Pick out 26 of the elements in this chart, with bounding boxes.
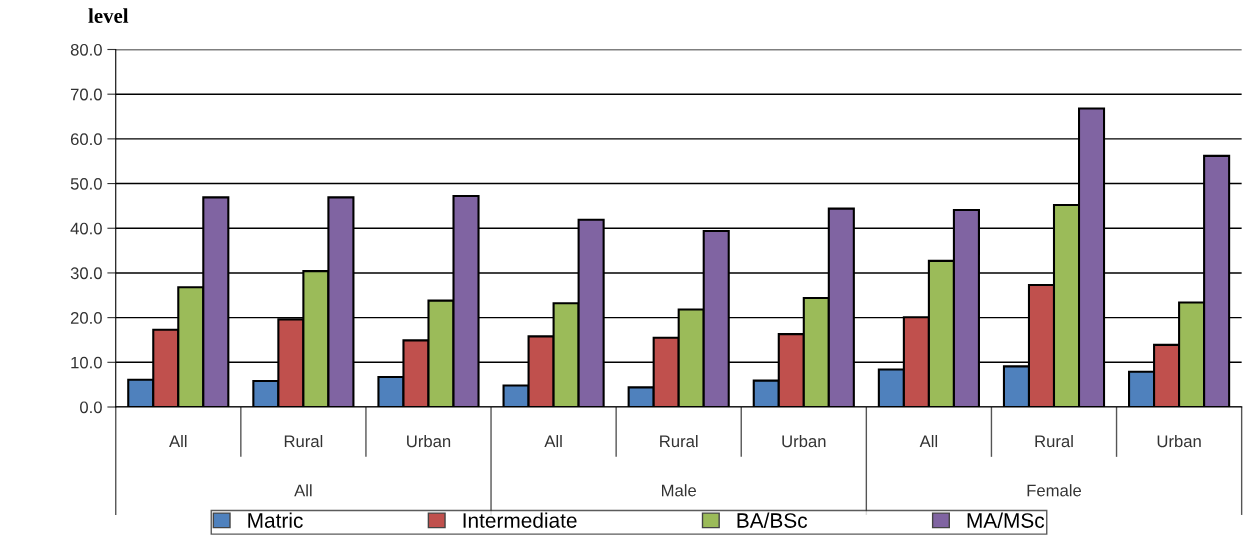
chart-title: level — [88, 8, 129, 23]
y-tick-label: 70.0 — [70, 88, 102, 101]
y-tick-label: 0.0 — [80, 401, 102, 414]
legend-label: Matric — [248, 512, 303, 528]
y-tick-label: 30.0 — [70, 267, 102, 280]
y-tick-label: 50.0 — [70, 177, 102, 190]
text: All — [294, 484, 312, 497]
x-tick-label: Rural — [660, 434, 698, 448]
y-tick-label: 10.0 — [71, 356, 102, 369]
y-tick-label: 80.0 — [70, 43, 102, 56]
y-tick-label: 60.0 — [70, 133, 102, 146]
y-tick-label: 20.0 — [70, 312, 102, 324]
text: Female — [1027, 484, 1082, 497]
text: Male — [662, 484, 697, 497]
x-tick-label: Urban — [782, 434, 826, 448]
x-tick-label: All — [544, 434, 562, 448]
x-tick-label: Urban — [1157, 434, 1201, 448]
x-tick-label: All — [169, 434, 187, 448]
legend-label: Intermediate — [463, 512, 577, 528]
legend-label: MA/MSc — [967, 512, 1045, 528]
x-tick-label: Urban — [407, 434, 451, 448]
x-tick-label: Rural — [284, 434, 323, 448]
y-tick-label: 40.0 — [70, 222, 102, 235]
legend-label: BA/BSc — [737, 512, 808, 528]
x-tick-label: All — [919, 434, 938, 448]
x-tick-label: Rural — [1035, 434, 1073, 448]
